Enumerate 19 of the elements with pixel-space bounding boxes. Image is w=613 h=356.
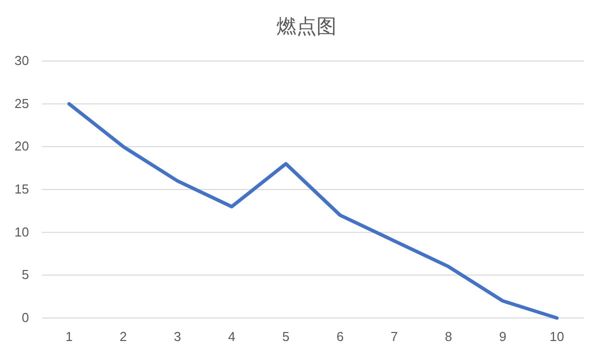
x-tick-label: 6 <box>336 329 344 344</box>
x-tick-label: 10 <box>550 329 564 344</box>
y-tick-label: 30 <box>14 53 29 68</box>
y-tick-label: 15 <box>14 182 29 196</box>
y-tick-label: 10 <box>14 224 29 240</box>
line-series <box>67 102 559 320</box>
y-tick-label: 25 <box>14 96 29 111</box>
x-tick-label: 7 <box>390 329 398 344</box>
x-tick-label: 9 <box>499 329 506 344</box>
y-tick-label: 20 <box>14 138 29 154</box>
x-tick-label: 5 <box>282 329 290 344</box>
y-tick-label: 5 <box>22 267 29 282</box>
x-tick-label: 2 <box>120 329 127 344</box>
x-tick-label: 4 <box>228 329 236 344</box>
chart-title: 燃点图 <box>276 16 336 38</box>
y-tick-label: 0 <box>22 310 29 325</box>
x-tick-label: 1 <box>65 329 73 344</box>
x-tick-label: 3 <box>174 329 182 344</box>
x-tick-label: 8 <box>444 329 452 344</box>
